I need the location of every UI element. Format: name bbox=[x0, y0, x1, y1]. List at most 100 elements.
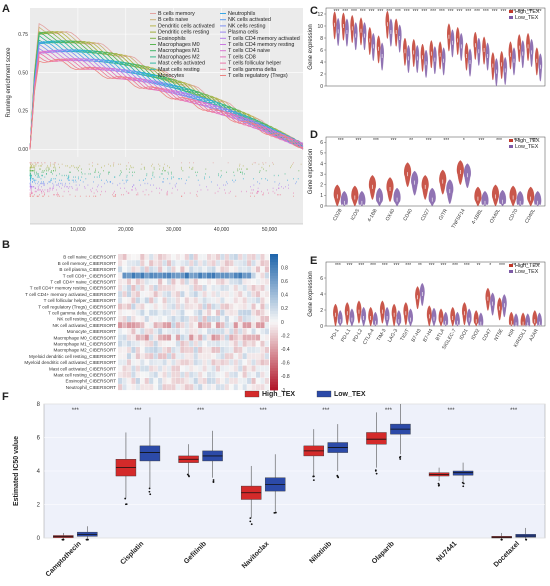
heatmap-cell bbox=[215, 371, 221, 378]
heatmap-cell bbox=[224, 297, 229, 304]
legend-entry: Plasma cells bbox=[228, 30, 259, 36]
significance-marker: *** bbox=[510, 408, 518, 414]
heatmap-cell bbox=[118, 334, 123, 341]
heatmap-cell bbox=[215, 353, 221, 360]
heatmap-cell bbox=[175, 272, 180, 279]
heatmap-cell bbox=[224, 291, 229, 298]
heatmap-cell bbox=[131, 340, 136, 347]
heatmap-cell bbox=[158, 322, 163, 329]
heatmap-cell bbox=[255, 328, 261, 335]
heatmap-cell bbox=[220, 309, 225, 316]
heatmap-cell bbox=[229, 260, 234, 267]
significance-marker: *** bbox=[347, 263, 353, 269]
heatmap-cell bbox=[238, 353, 243, 360]
heatmap-cell bbox=[255, 340, 261, 347]
heatmap-cell bbox=[215, 266, 221, 273]
heatmap-cell bbox=[166, 340, 172, 347]
colorbar-segment bbox=[270, 300, 278, 304]
colorbar-segment bbox=[270, 259, 278, 263]
box-outlier bbox=[462, 485, 465, 488]
heatmap-cell bbox=[229, 278, 234, 285]
heatmap-cell bbox=[198, 316, 203, 322]
heatmap-cell bbox=[144, 328, 149, 335]
heatmap-cell bbox=[184, 371, 189, 378]
violin bbox=[349, 308, 355, 327]
violin bbox=[537, 312, 542, 327]
heatmap-cell bbox=[224, 260, 229, 267]
heatmap-cell bbox=[260, 266, 265, 273]
heatmap-cell bbox=[144, 260, 149, 267]
heatmap-cell bbox=[189, 316, 194, 322]
heatmap-cell bbox=[202, 291, 207, 298]
heatmap-cell bbox=[175, 285, 180, 291]
heatmap-cell bbox=[233, 340, 238, 347]
significance-marker: *** bbox=[522, 263, 528, 269]
heatmap-cell bbox=[184, 347, 189, 353]
heatmap-cell bbox=[242, 359, 247, 366]
significance-marker: *** bbox=[501, 9, 507, 15]
colorbar-segment bbox=[270, 278, 278, 282]
heatmap-cell bbox=[135, 285, 140, 291]
heatmap-cell bbox=[144, 322, 149, 329]
heatmap-cell bbox=[193, 316, 198, 322]
heatmap-cell bbox=[166, 353, 172, 360]
violin bbox=[337, 310, 343, 327]
heatmap-cell bbox=[162, 359, 167, 366]
heatmap-cell bbox=[207, 291, 212, 298]
heatmap-cell bbox=[193, 303, 198, 310]
heatmap-cell bbox=[247, 303, 252, 310]
heatmap-cell bbox=[135, 272, 140, 279]
heatmap-cell bbox=[202, 260, 207, 267]
heatmap-cell bbox=[126, 303, 132, 310]
heatmap-cell bbox=[207, 347, 212, 353]
heatmap-cell bbox=[144, 316, 149, 322]
significance-marker: *** bbox=[479, 138, 485, 144]
heatmap-cell bbox=[220, 334, 225, 341]
heatmap-cell bbox=[149, 334, 154, 341]
heatmap-cell bbox=[175, 347, 180, 353]
heatmap-cell bbox=[207, 278, 212, 285]
heatmap-cell bbox=[140, 340, 145, 347]
heatmap-cell bbox=[126, 291, 132, 298]
panel-a-enrichment-plot: 0.00 0.25 0.50 0.75 Running enrichment score… bbox=[6, 8, 304, 233]
y-axis-label: Running enrichment score bbox=[6, 47, 12, 118]
x-tick-label: TNFSF14 bbox=[451, 208, 467, 230]
violin bbox=[516, 190, 524, 207]
heatmap-row-label: Monocyte_CIBERSORT bbox=[67, 329, 116, 334]
heatmap-cell bbox=[162, 371, 167, 378]
heatmap-cell bbox=[158, 266, 163, 273]
box-outlier bbox=[212, 480, 215, 483]
box-outlier bbox=[337, 476, 340, 479]
heatmap-cell bbox=[122, 359, 127, 366]
colorbar-tick-label: 0.8 bbox=[281, 265, 288, 271]
heatmap-cell bbox=[189, 297, 194, 304]
heatmap-cell bbox=[247, 359, 252, 366]
heatmap-cell bbox=[202, 266, 207, 273]
heatmap-cell bbox=[180, 309, 185, 316]
heatmap-cell bbox=[198, 260, 203, 267]
heatmap-cell bbox=[153, 291, 158, 298]
heatmap-cell bbox=[189, 303, 194, 310]
heatmap-cell bbox=[162, 365, 167, 372]
box-outlier bbox=[462, 482, 465, 485]
colorbar-segment bbox=[270, 351, 278, 356]
violin bbox=[372, 311, 378, 327]
heatmap-cell bbox=[153, 347, 158, 353]
heatmap-cell bbox=[153, 384, 158, 391]
colorbar-segment bbox=[270, 294, 278, 298]
heatmap-cell bbox=[180, 260, 185, 267]
heatmap-cell bbox=[242, 378, 247, 384]
colorbar-segment bbox=[270, 270, 278, 274]
colorbar-segment bbox=[270, 313, 278, 317]
heatmap-row-label: T cell follicular helper_CIBERSORT bbox=[44, 298, 117, 303]
heatmap-cell bbox=[202, 316, 207, 322]
heatmap-cell bbox=[193, 334, 198, 341]
heatmap-cell bbox=[251, 340, 256, 347]
panel-label-e: E bbox=[310, 255, 317, 267]
heatmap-cell bbox=[251, 297, 256, 304]
heatmap-cell bbox=[255, 297, 261, 304]
colorbar-segment bbox=[270, 379, 278, 383]
legend-entry: T cells CD4 naive bbox=[228, 48, 270, 54]
heatmap-cell bbox=[184, 365, 189, 372]
